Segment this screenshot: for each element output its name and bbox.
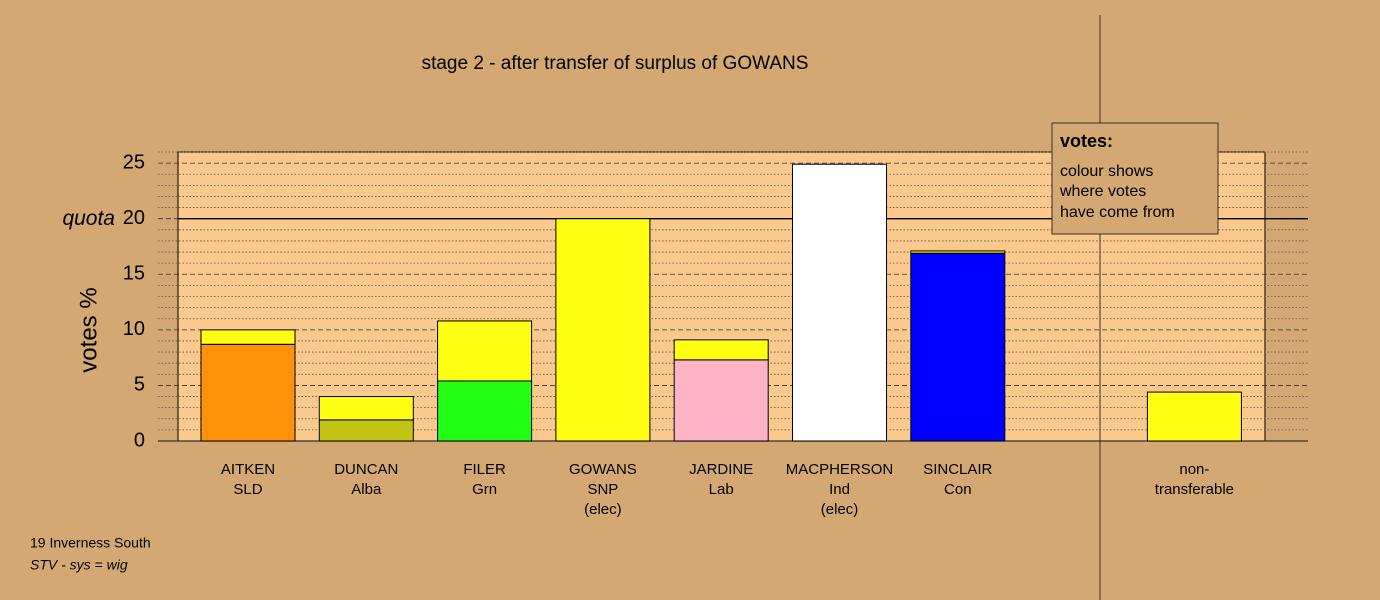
bar-segment: [673, 359, 769, 442]
x-tick-label: Con: [944, 481, 972, 498]
x-tick-label: FILER: [463, 461, 506, 478]
y-tick-label: 20: [123, 207, 145, 229]
x-tick-label: JARDINE: [689, 461, 753, 478]
footer-text: 19 Inverness South: [30, 535, 151, 551]
bar-segment: [437, 320, 533, 382]
x-tick-label: (elec): [584, 501, 622, 518]
chart-title: stage 2 - after transfer of surplus of G…: [422, 53, 809, 74]
bar-segment: [555, 218, 651, 442]
bar-segment: [910, 252, 1006, 442]
y-tick-label: 10: [123, 318, 145, 340]
x-tick-label: MACPHERSON: [786, 461, 894, 478]
x-tick-label: DUNCAN: [334, 461, 398, 478]
bar-segment: [910, 250, 1006, 254]
quota-label: quota: [62, 207, 115, 230]
x-tick-label: AITKEN: [221, 461, 275, 478]
bar-segment: [437, 380, 533, 442]
y-tick-label: 25: [123, 151, 145, 173]
y-tick-label: 15: [123, 263, 145, 285]
bar-segment: [792, 163, 887, 442]
x-tick-label: SLD: [233, 481, 262, 498]
y-tick-label: 0: [134, 429, 145, 451]
legend-text: have come from: [1060, 204, 1175, 221]
x-tick-label: SINCLAIR: [923, 461, 992, 478]
legend-title: votes:: [1060, 131, 1113, 151]
legend-text: colour shows: [1060, 163, 1153, 180]
x-tick-label: SNP: [587, 481, 618, 498]
x-tick-label: non-: [1179, 461, 1209, 478]
x-tick-label: Grn: [472, 481, 497, 498]
x-tick-label: GOWANS: [569, 461, 637, 478]
x-tick-label: transferable: [1155, 481, 1234, 498]
bar-segment: [1146, 391, 1242, 442]
bar-segment: [318, 419, 414, 442]
bar-segment: [200, 329, 296, 345]
y-axis-label: votes %: [75, 287, 102, 372]
footer-text: STV - sys = wig: [30, 557, 128, 573]
bar-segment: [673, 339, 769, 361]
x-tick-label: Alba: [351, 481, 382, 498]
bar-segment: [200, 343, 296, 442]
legend-text: where votes: [1059, 183, 1146, 200]
x-tick-label: Ind: [829, 481, 850, 498]
legend-box: [1051, 122, 1219, 235]
y-tick-label: 5: [134, 374, 145, 396]
bar-segment: [318, 396, 414, 421]
x-tick-label: Lab: [709, 481, 734, 498]
x-tick-label: (elec): [821, 501, 859, 518]
